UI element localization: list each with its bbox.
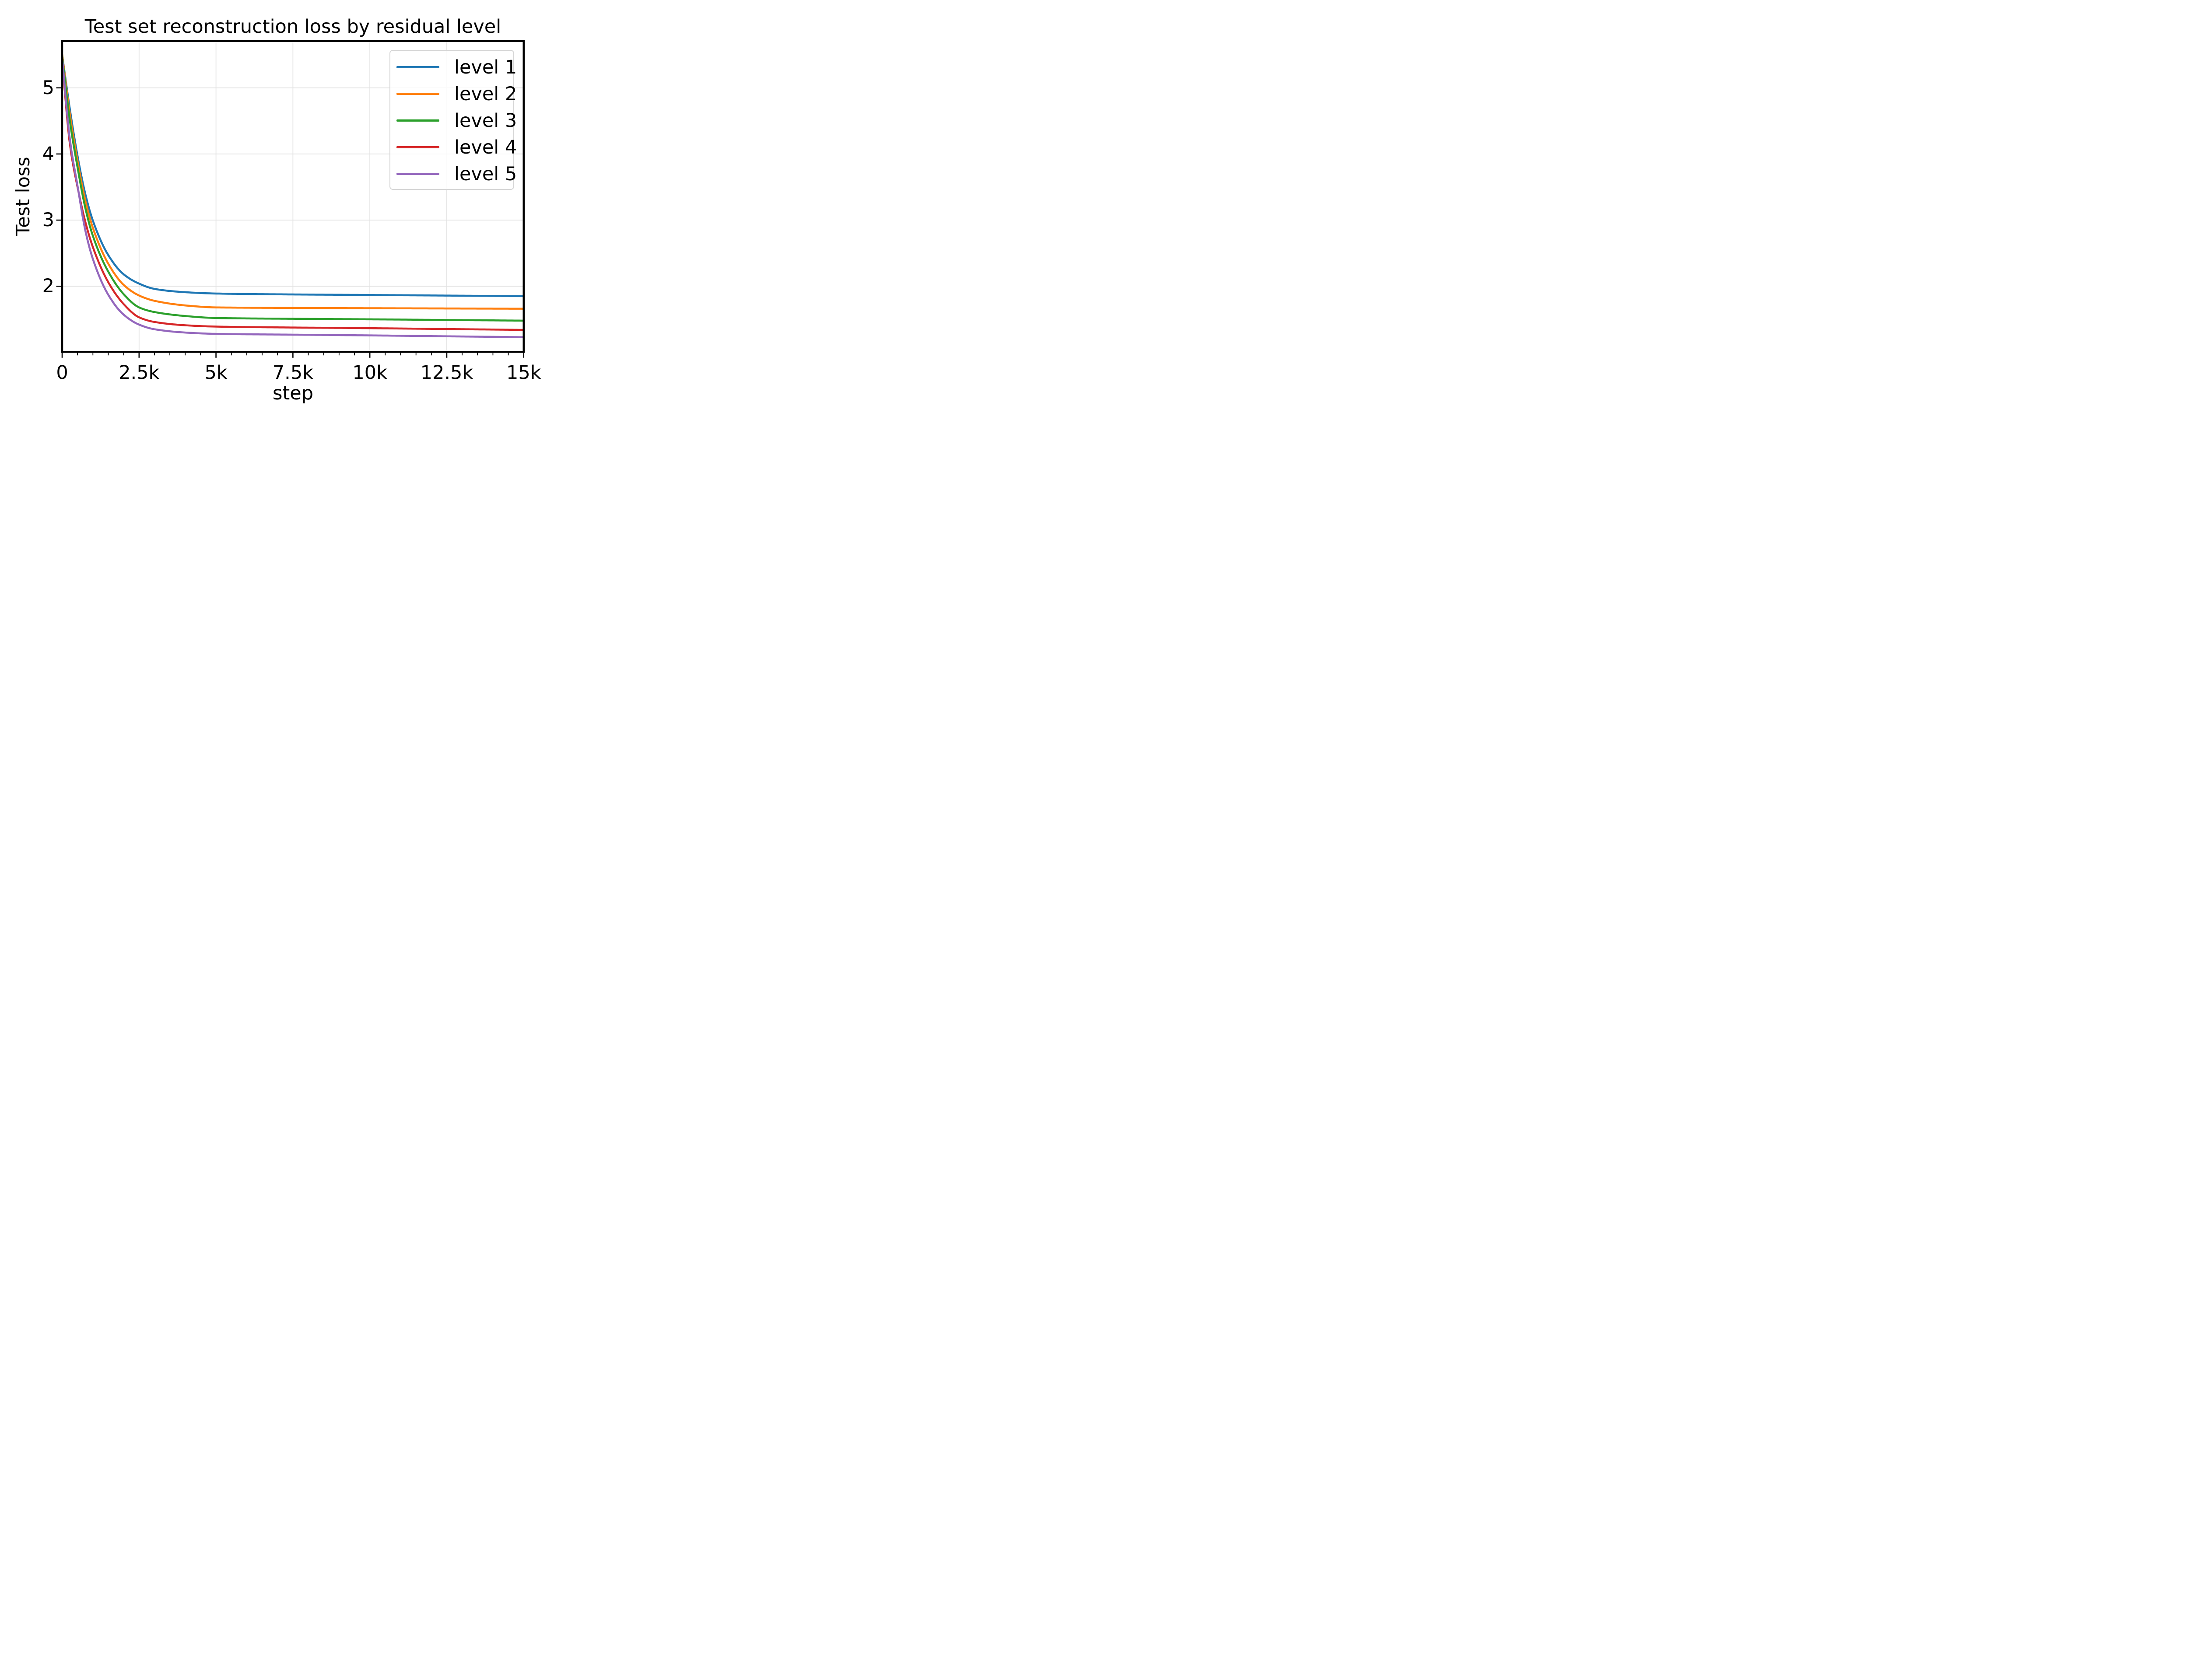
legend-swatch [396,119,439,122]
legend-item-level-5: level 5 [396,161,517,187]
legend-item-level-3: level 3 [396,107,517,134]
legend-swatch [396,146,439,148]
legend-swatch [396,66,439,68]
legend-item-level-2: level 2 [396,80,517,107]
legend-item-level-1: level 1 [396,54,517,80]
x-tick-label-2500: 2.5k [119,362,160,384]
x-tick-label-0: 0 [56,362,68,384]
legend-label: level 3 [454,109,517,132]
legend-item-level-4: level 4 [396,134,517,161]
legend-label: level 2 [454,83,517,105]
x-tick-label-5000: 5k [204,362,228,384]
legend-label: level 5 [454,163,517,185]
legend: level 1 level 2 level 3 level 4 level 5 [389,50,517,190]
y-tick-label-3: 3 [42,209,54,231]
y-tick-label-2: 2 [42,275,54,298]
chart-title: Test set reconstruction loss by residual… [84,16,501,38]
plot-svg [56,40,525,358]
y-tick-label-5: 5 [42,77,54,99]
x-axis-label: step [272,382,313,404]
legend-swatch [396,93,439,95]
y-tick-label-4: 4 [42,143,54,165]
x-tick-label-15000: 15k [506,362,541,384]
x-tick-label-10000: 10k [352,362,387,384]
figure: Test set reconstruction loss by residual… [0,0,560,420]
legend-swatch [396,173,439,175]
x-tick-label-7500: 7.5k [272,362,314,384]
legend-label: level 4 [454,136,517,158]
legend-label: level 1 [454,56,517,78]
x-tick-label-12500: 12.5k [420,362,473,384]
